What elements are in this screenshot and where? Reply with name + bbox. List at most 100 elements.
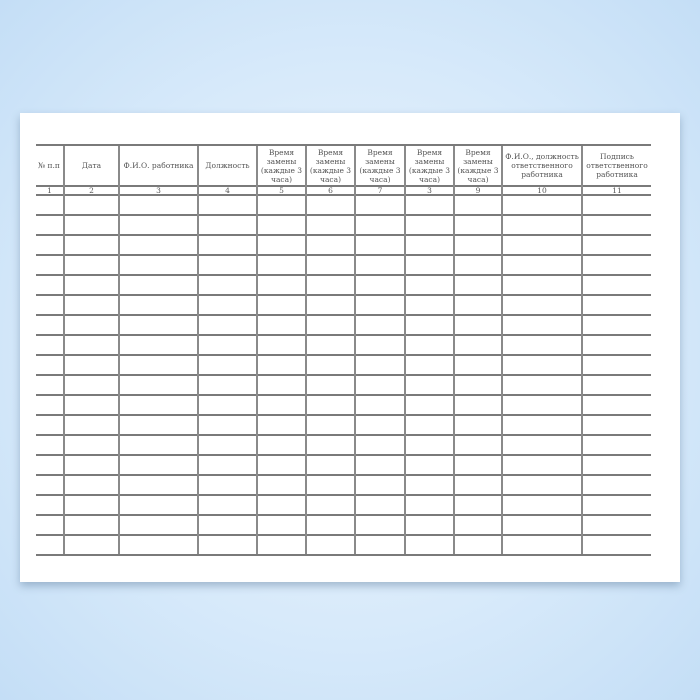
table-cell[interactable] — [501, 474, 582, 495]
table-cell[interactable] — [118, 234, 198, 255]
table-cell[interactable] — [36, 514, 64, 535]
table-cell[interactable] — [404, 214, 454, 235]
table-cell[interactable] — [501, 374, 582, 395]
table-cell[interactable] — [581, 314, 651, 335]
table-cell[interactable] — [581, 234, 651, 255]
table-cell[interactable] — [197, 434, 257, 455]
table-cell[interactable] — [354, 474, 405, 495]
table-cell[interactable] — [118, 354, 198, 375]
table-cell[interactable] — [305, 314, 355, 335]
table-cell[interactable] — [305, 394, 355, 415]
table-cell[interactable] — [36, 214, 64, 235]
table-cell[interactable] — [404, 254, 454, 275]
table-cell[interactable] — [36, 194, 64, 215]
table-cell[interactable] — [118, 454, 198, 475]
table-cell[interactable] — [354, 194, 405, 215]
table-cell[interactable] — [36, 334, 64, 355]
table-cell[interactable] — [197, 454, 257, 475]
table-cell[interactable] — [501, 454, 582, 475]
table-cell[interactable] — [197, 494, 257, 515]
table-cell[interactable] — [453, 494, 502, 515]
table-cell[interactable] — [256, 434, 306, 455]
table-cell[interactable] — [404, 294, 454, 315]
table-cell[interactable] — [63, 254, 119, 275]
table-cell[interactable] — [36, 534, 64, 556]
table-cell[interactable] — [404, 474, 454, 495]
table-cell[interactable] — [453, 214, 502, 235]
table-cell[interactable] — [63, 274, 119, 295]
table-cell[interactable] — [36, 414, 64, 435]
table-cell[interactable] — [501, 254, 582, 275]
table-cell[interactable] — [36, 374, 64, 395]
table-cell[interactable] — [354, 214, 405, 235]
table-cell[interactable] — [404, 194, 454, 215]
table-cell[interactable] — [354, 534, 405, 556]
table-cell[interactable] — [354, 514, 405, 535]
table-cell[interactable] — [305, 354, 355, 375]
table-cell[interactable] — [118, 254, 198, 275]
table-cell[interactable] — [453, 374, 502, 395]
table-cell[interactable] — [404, 354, 454, 375]
table-cell[interactable] — [354, 454, 405, 475]
table-cell[interactable] — [453, 414, 502, 435]
table-cell[interactable] — [197, 194, 257, 215]
table-cell[interactable] — [36, 354, 64, 375]
table-cell[interactable] — [63, 454, 119, 475]
table-cell[interactable] — [354, 234, 405, 255]
table-cell[interactable] — [453, 474, 502, 495]
table-cell[interactable] — [256, 194, 306, 215]
table-cell[interactable] — [63, 534, 119, 556]
table-cell[interactable] — [256, 534, 306, 556]
table-cell[interactable] — [354, 494, 405, 515]
table-cell[interactable] — [453, 294, 502, 315]
table-cell[interactable] — [305, 454, 355, 475]
table-cell[interactable] — [501, 494, 582, 515]
table-cell[interactable] — [36, 454, 64, 475]
table-cell[interactable] — [305, 334, 355, 355]
table-cell[interactable] — [36, 294, 64, 315]
table-cell[interactable] — [453, 254, 502, 275]
table-cell[interactable] — [581, 474, 651, 495]
table-cell[interactable] — [197, 514, 257, 535]
table-cell[interactable] — [581, 334, 651, 355]
table-cell[interactable] — [256, 394, 306, 415]
table-cell[interactable] — [354, 274, 405, 295]
table-cell[interactable] — [581, 454, 651, 475]
table-cell[interactable] — [197, 414, 257, 435]
table-cell[interactable] — [36, 494, 64, 515]
table-cell[interactable] — [581, 274, 651, 295]
table-cell[interactable] — [501, 274, 582, 295]
table-cell[interactable] — [581, 514, 651, 535]
table-cell[interactable] — [581, 294, 651, 315]
table-cell[interactable] — [118, 434, 198, 455]
table-cell[interactable] — [404, 514, 454, 535]
table-cell[interactable] — [197, 534, 257, 556]
table-cell[interactable] — [501, 414, 582, 435]
table-cell[interactable] — [501, 434, 582, 455]
table-cell[interactable] — [118, 374, 198, 395]
table-cell[interactable] — [305, 514, 355, 535]
table-cell[interactable] — [501, 334, 582, 355]
table-cell[interactable] — [256, 214, 306, 235]
table-cell[interactable] — [305, 434, 355, 455]
table-cell[interactable] — [453, 534, 502, 556]
table-cell[interactable] — [256, 354, 306, 375]
table-cell[interactable] — [404, 534, 454, 556]
table-cell[interactable] — [256, 334, 306, 355]
table-cell[interactable] — [36, 394, 64, 415]
table-cell[interactable] — [63, 494, 119, 515]
table-cell[interactable] — [118, 314, 198, 335]
table-cell[interactable] — [197, 274, 257, 295]
table-cell[interactable] — [197, 314, 257, 335]
table-cell[interactable] — [305, 374, 355, 395]
table-cell[interactable] — [581, 374, 651, 395]
table-cell[interactable] — [63, 474, 119, 495]
table-cell[interactable] — [404, 394, 454, 415]
table-cell[interactable] — [581, 494, 651, 515]
table-cell[interactable] — [581, 254, 651, 275]
table-cell[interactable] — [453, 334, 502, 355]
table-cell[interactable] — [453, 394, 502, 415]
table-cell[interactable] — [581, 414, 651, 435]
table-cell[interactable] — [501, 294, 582, 315]
table-cell[interactable] — [256, 454, 306, 475]
